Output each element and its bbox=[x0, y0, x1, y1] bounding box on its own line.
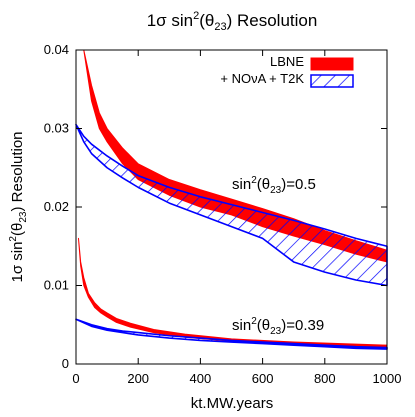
annotation-sin2-0.5: sin2(θ23)=0.5 bbox=[232, 175, 316, 196]
title-sup: 2 bbox=[193, 10, 199, 22]
y-tick-label: 0.01 bbox=[44, 278, 69, 293]
x-tick-label: 800 bbox=[314, 371, 336, 386]
title-pre: 1σ sin bbox=[147, 11, 193, 30]
legend: LBNE + NOνA + T2K bbox=[220, 54, 354, 88]
legend-label-lbne: LBNE bbox=[270, 54, 304, 69]
x-axis-label: kt.MW.years bbox=[191, 395, 274, 412]
x-tick-label: 600 bbox=[252, 371, 274, 386]
y-tick-label: 0.04 bbox=[44, 42, 69, 57]
y-tick-label: 0.03 bbox=[44, 121, 69, 136]
x-tick-label: 200 bbox=[127, 371, 149, 386]
x-tick-label: 0 bbox=[72, 371, 79, 386]
title-mid: (θ bbox=[199, 11, 214, 30]
legend-label-combined: + NOνA + T2K bbox=[220, 71, 304, 86]
data-bands bbox=[75, 49, 388, 350]
annotation-sin2-0.39: sin2(θ23)=0.39 bbox=[232, 316, 324, 337]
y-axis-label: 1σ sin2(θ23) Resolution bbox=[8, 131, 29, 282]
legend-swatch-combined bbox=[310, 74, 354, 88]
title-sub: 23 bbox=[214, 21, 226, 33]
legend-swatch-lbne bbox=[310, 57, 354, 71]
y-tick-label: 0 bbox=[62, 356, 69, 371]
title-post: ) Resolution bbox=[227, 11, 318, 30]
x-tick-label: 1000 bbox=[373, 371, 402, 386]
x-tick-label: 400 bbox=[190, 371, 212, 386]
chart-title: 1σ sin2(θ23) Resolution bbox=[147, 10, 318, 33]
y-tick-label: 0.02 bbox=[44, 199, 69, 214]
axis-ticks: 0 200 400 600 800 1000 0 0.01 0.02 0.03 0.04 bbox=[44, 42, 402, 386]
